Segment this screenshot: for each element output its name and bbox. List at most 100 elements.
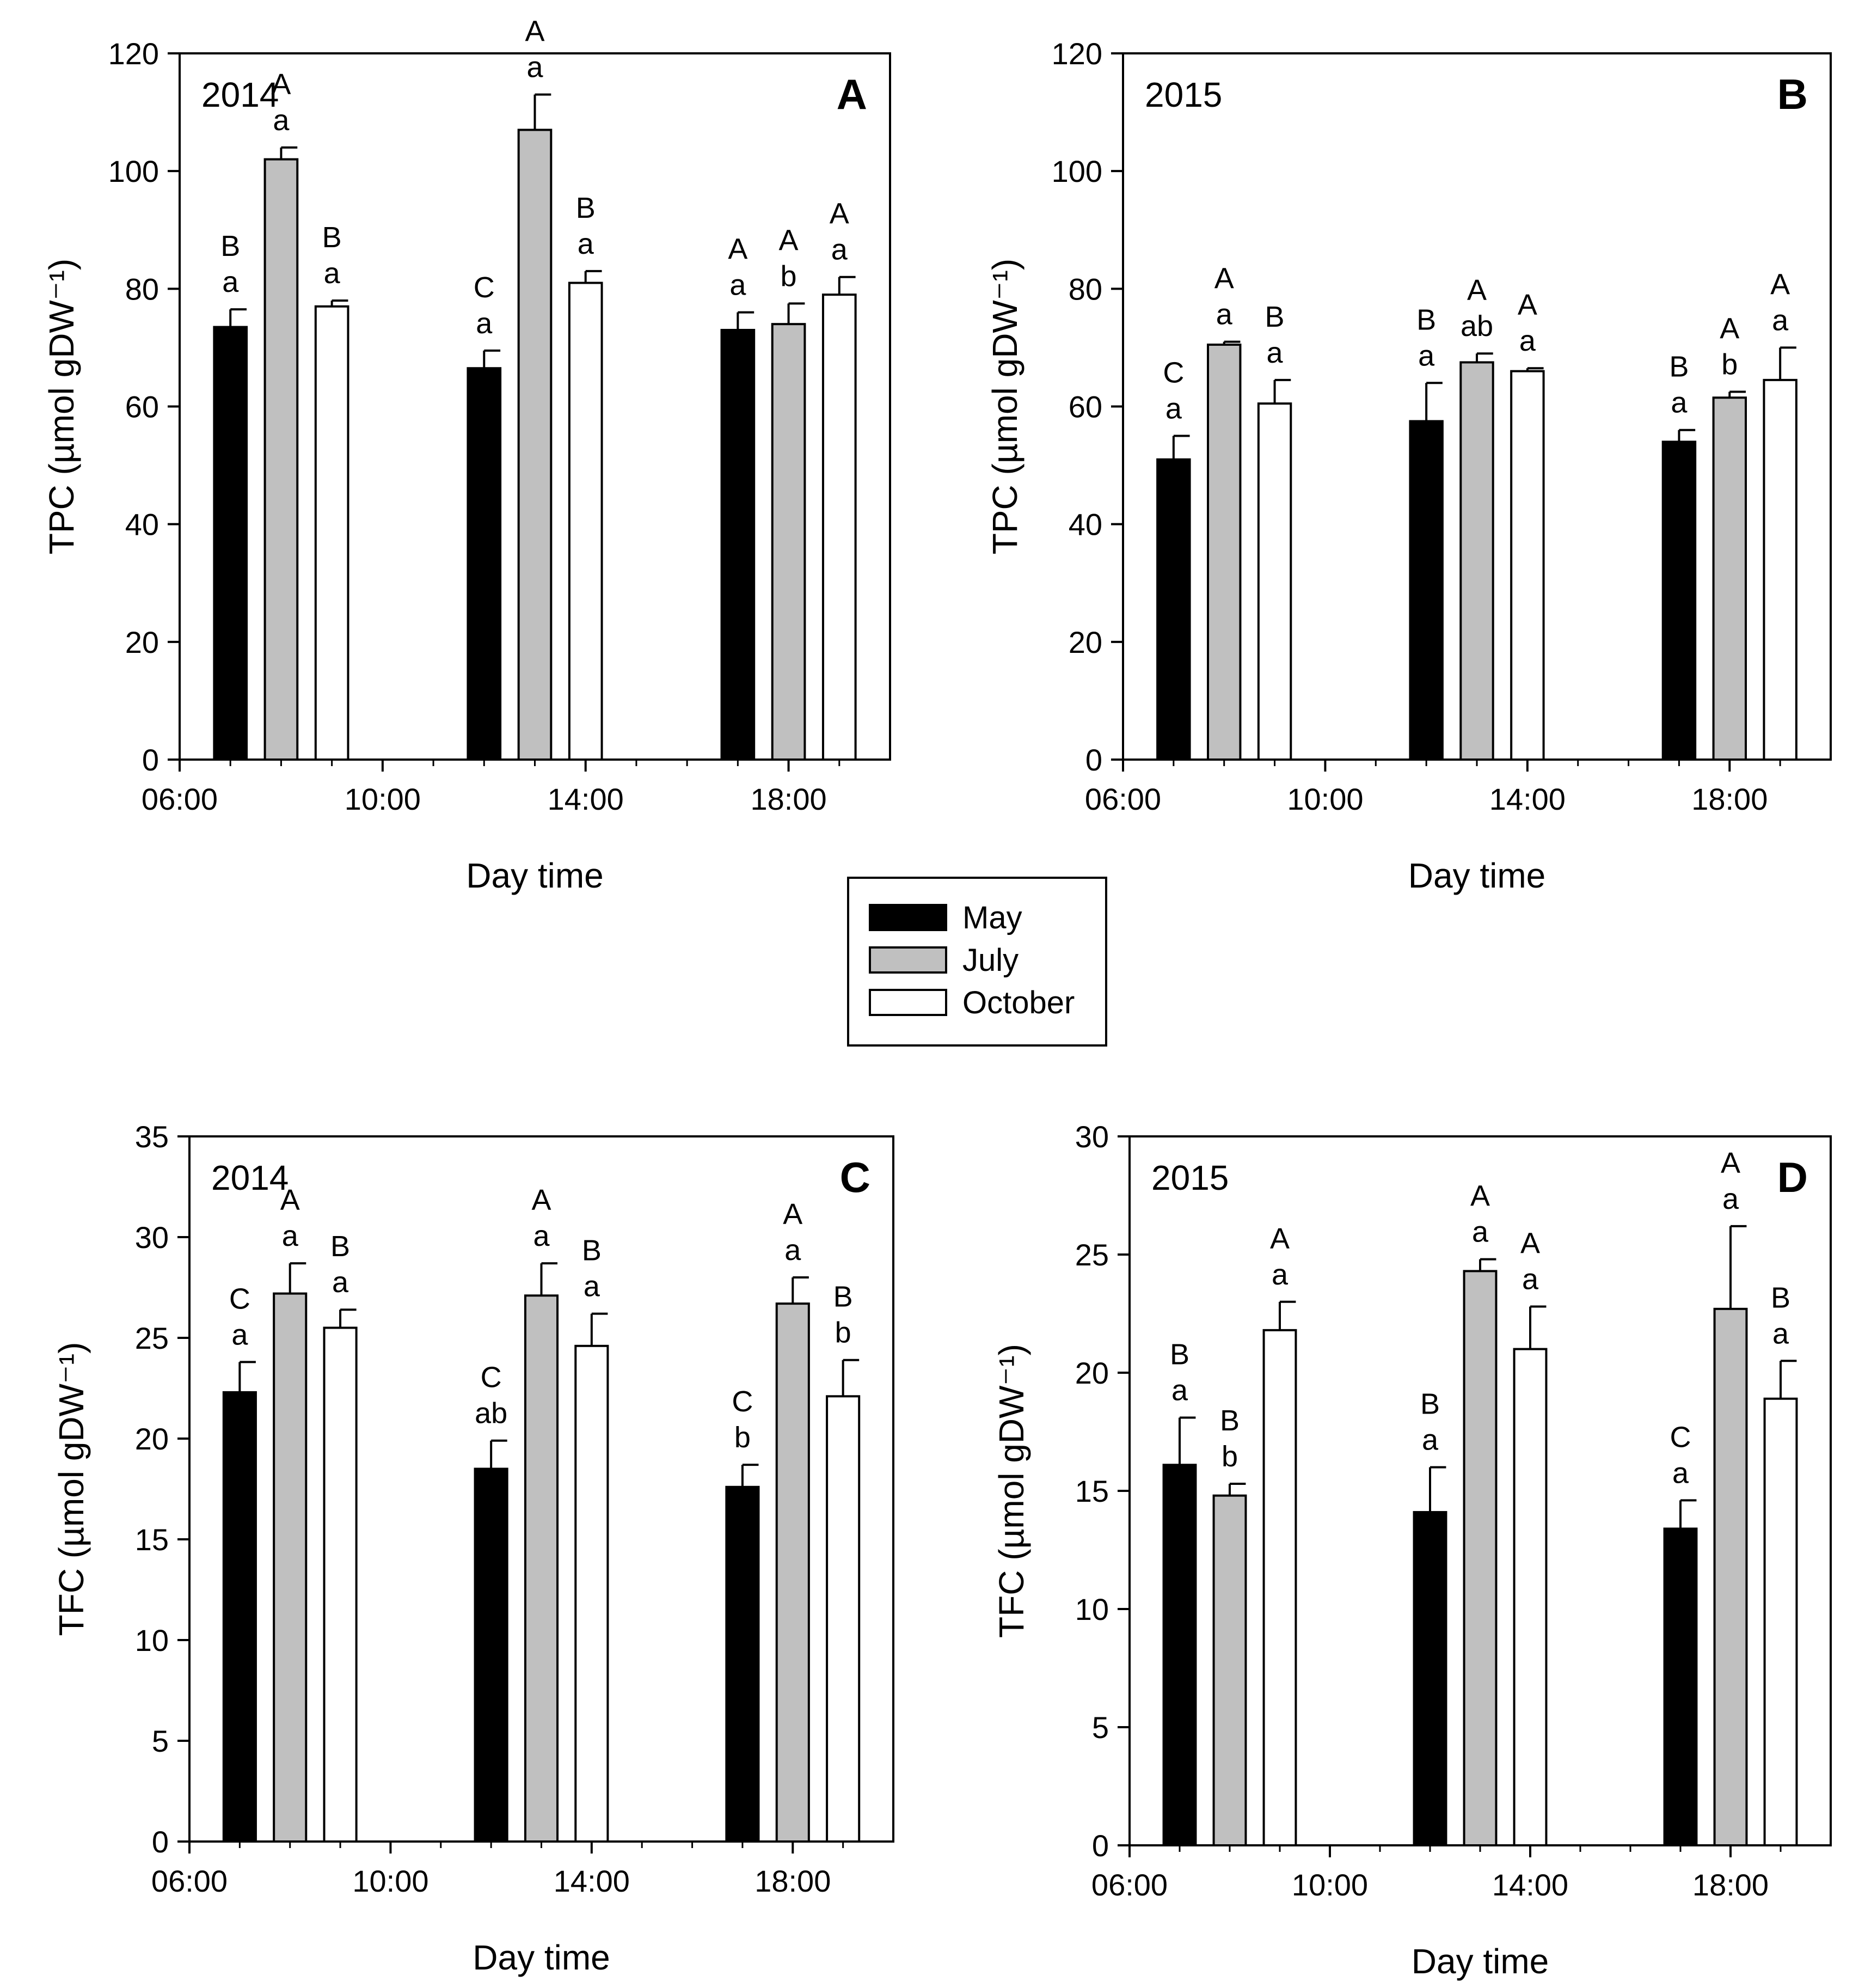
bar-july <box>524 1294 559 1843</box>
sig-letter-upper: A <box>525 15 544 48</box>
sig-letter-upper: B <box>1420 1388 1440 1421</box>
sig-letter-lower: a <box>1165 393 1182 425</box>
y-tick-label: 100 <box>1052 154 1102 188</box>
sig-letter-upper: B <box>1771 1281 1790 1314</box>
bar-may <box>720 328 756 761</box>
sig-letter-upper: B <box>576 192 596 224</box>
sig-letter-upper: C <box>474 271 495 304</box>
x-tick-label: 06:00 <box>151 1864 228 1898</box>
sig-letter-upper: A <box>783 1198 802 1231</box>
panel-a-letter: A <box>837 70 867 118</box>
y-tick-label: 25 <box>135 1321 169 1355</box>
sig-letter-lower: b <box>781 260 797 292</box>
y-tick-label: 35 <box>135 1120 169 1154</box>
sig-letter-lower: a <box>282 1220 299 1252</box>
sig-letter-upper: A <box>1720 312 1739 345</box>
y-tick-label: 10 <box>135 1623 169 1657</box>
sig-letter-upper: A <box>1770 268 1790 301</box>
bar-may <box>1663 1527 1698 1846</box>
x-tick-label: 06:00 <box>1085 782 1161 816</box>
x-axis-title: Day time <box>473 1938 610 1977</box>
bar-july <box>1463 1270 1498 1846</box>
bar-july <box>1459 361 1494 761</box>
x-axis-title: Day time <box>1408 856 1546 895</box>
x-tick-label: 06:00 <box>142 782 218 816</box>
y-tick-label: 20 <box>1069 625 1102 659</box>
bar-october <box>314 305 349 761</box>
sig-letter-upper: C <box>229 1282 250 1315</box>
sig-letter-upper: A <box>271 68 291 101</box>
bar-october <box>1257 402 1292 761</box>
sig-letter-lower: a <box>1519 325 1536 357</box>
panel-a-year: 2014 <box>201 75 279 114</box>
x-axis-title: Day time <box>1412 1942 1549 1981</box>
y-tick-label: 20 <box>125 625 159 659</box>
legend: May July October <box>847 877 1107 1047</box>
x-tick-label: 14:00 <box>1492 1868 1568 1902</box>
y-tick-label: 5 <box>1092 1710 1109 1745</box>
bar-july <box>517 129 553 761</box>
y-tick-label: 15 <box>135 1522 169 1557</box>
sig-letter-upper: C <box>1670 1421 1691 1453</box>
sig-letter-upper: B <box>1265 301 1285 333</box>
sig-letter-lower: a <box>578 228 594 260</box>
y-tick-label: 40 <box>1069 507 1102 542</box>
x-tick-label: 18:00 <box>1691 782 1768 816</box>
legend-swatch-may <box>869 904 947 931</box>
sig-letter-lower: a <box>526 51 543 84</box>
x-tick-label: 14:00 <box>1489 782 1566 816</box>
sig-letter-lower: a <box>784 1234 801 1267</box>
sig-letter-lower: a <box>1522 1263 1539 1295</box>
sig-letter-upper: A <box>1520 1227 1540 1259</box>
sig-letter-lower: ab <box>1461 310 1493 342</box>
y-tick-label: 0 <box>1085 743 1102 777</box>
sig-letter-lower: a <box>1772 1317 1789 1350</box>
y-tick-label: 20 <box>1075 1356 1109 1390</box>
bar-july <box>263 158 299 761</box>
sig-letter-upper: B <box>322 221 342 254</box>
y-tick-label: 25 <box>1075 1238 1109 1272</box>
sig-letter-upper: A <box>728 233 747 266</box>
bar-october <box>1763 378 1797 761</box>
sig-letter-lower: a <box>1472 1216 1489 1249</box>
sig-letter-upper: B <box>330 1230 350 1263</box>
panel-c-letter: C <box>840 1153 870 1201</box>
bar-may <box>725 1485 760 1843</box>
y-tick-label: 40 <box>125 507 159 542</box>
legend-label-october: October <box>962 985 1075 1020</box>
sig-letter-lower: a <box>1422 1424 1439 1457</box>
sig-letter-upper: B <box>582 1234 602 1267</box>
sig-letter-lower: a <box>1272 1258 1289 1291</box>
x-tick-label: 14:00 <box>554 1864 630 1898</box>
legend-swatch-october <box>869 989 947 1016</box>
sig-letter-upper: A <box>280 1184 300 1216</box>
sig-letter-lower: b <box>734 1421 751 1454</box>
y-tick-label: 120 <box>108 36 159 71</box>
panel-b-year: 2015 <box>1145 75 1222 114</box>
sig-letter-upper: A <box>1467 274 1487 307</box>
panel-d-year: 2015 <box>1151 1158 1229 1197</box>
bar-october <box>1262 1329 1297 1846</box>
sig-letter-lower: a <box>476 307 493 340</box>
panel-a: 0 20 40 60 80 100 120 06:00 10:00 14:00 18:00 Day t… <box>42 15 891 895</box>
y-tick-label: 10 <box>1075 1592 1109 1626</box>
bar-may <box>1661 441 1697 761</box>
sig-letter-upper: A <box>1470 1180 1490 1213</box>
sig-letter-lower: a <box>273 104 290 137</box>
x-tick-label: 10:00 <box>1287 782 1363 816</box>
y-tick-label: 30 <box>1075 1120 1109 1154</box>
bar-may <box>222 1391 257 1843</box>
bar-may <box>467 367 502 761</box>
x-tick-label: 06:00 <box>1091 1868 1168 1902</box>
sig-letter-lower: a <box>1672 1457 1689 1489</box>
bar-may <box>1409 420 1444 761</box>
sig-letter-upper: A <box>1721 1147 1740 1179</box>
x-axis-title: Day time <box>466 856 604 895</box>
sig-letter-upper: C <box>732 1385 753 1418</box>
sig-letter-lower: b <box>1222 1440 1238 1473</box>
y-tick-label: 30 <box>135 1220 169 1255</box>
sig-letter-upper: A <box>1214 262 1234 295</box>
sig-letter-lower: a <box>324 257 341 290</box>
sig-letter-upper: A <box>1518 289 1537 321</box>
